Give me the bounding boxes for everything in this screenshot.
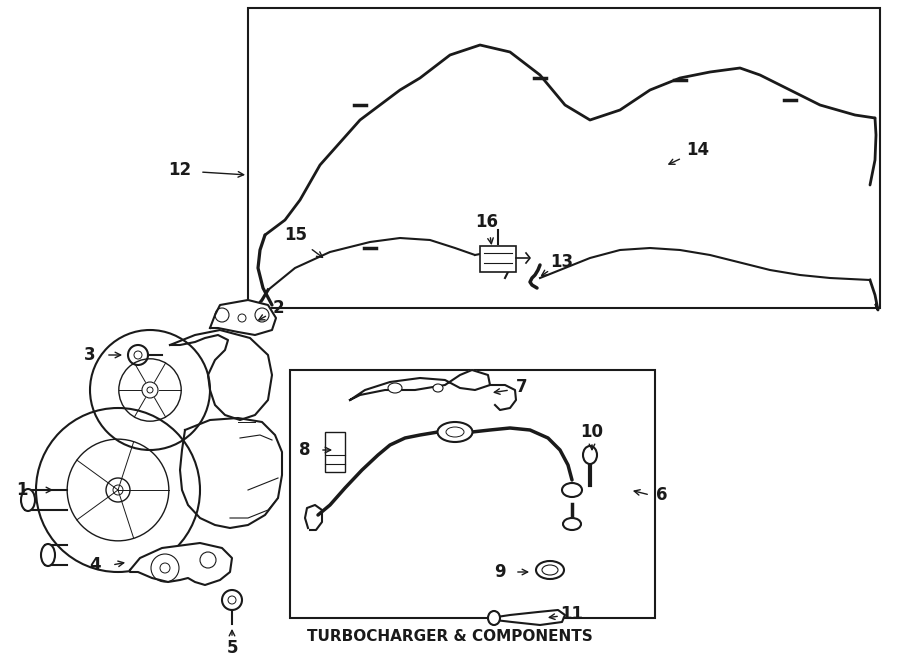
Text: 11: 11 <box>561 605 583 623</box>
Text: 1: 1 <box>16 481 28 499</box>
Bar <box>248 8 880 308</box>
Text: 4: 4 <box>89 556 101 574</box>
Text: 16: 16 <box>475 213 499 231</box>
Text: 9: 9 <box>494 563 506 581</box>
Bar <box>325 432 345 472</box>
Ellipse shape <box>583 446 597 464</box>
Ellipse shape <box>433 384 443 392</box>
Ellipse shape <box>446 427 464 437</box>
Text: 14: 14 <box>687 141 709 159</box>
Bar <box>480 246 516 272</box>
Polygon shape <box>350 370 490 400</box>
Bar <box>290 370 655 618</box>
Polygon shape <box>210 300 276 335</box>
Text: 15: 15 <box>284 226 308 244</box>
Ellipse shape <box>542 565 558 575</box>
Ellipse shape <box>488 611 500 625</box>
Ellipse shape <box>536 561 564 579</box>
Text: 3: 3 <box>85 346 95 364</box>
Ellipse shape <box>437 422 472 442</box>
Text: 6: 6 <box>656 486 668 504</box>
Polygon shape <box>180 418 282 528</box>
Text: 8: 8 <box>299 441 310 459</box>
Polygon shape <box>490 610 565 625</box>
Text: 10: 10 <box>580 423 604 441</box>
Ellipse shape <box>388 383 402 393</box>
Text: 5: 5 <box>226 639 238 657</box>
Polygon shape <box>170 330 272 420</box>
Ellipse shape <box>41 544 55 566</box>
Text: 2: 2 <box>272 299 284 317</box>
Text: 13: 13 <box>551 253 573 271</box>
Ellipse shape <box>562 483 582 497</box>
Polygon shape <box>305 505 322 530</box>
Ellipse shape <box>563 518 581 530</box>
Ellipse shape <box>21 489 35 511</box>
Text: 7: 7 <box>517 378 527 396</box>
Text: 12: 12 <box>168 161 192 179</box>
Polygon shape <box>130 543 232 585</box>
Text: TURBOCHARGER & COMPONENTS: TURBOCHARGER & COMPONENTS <box>307 629 593 644</box>
